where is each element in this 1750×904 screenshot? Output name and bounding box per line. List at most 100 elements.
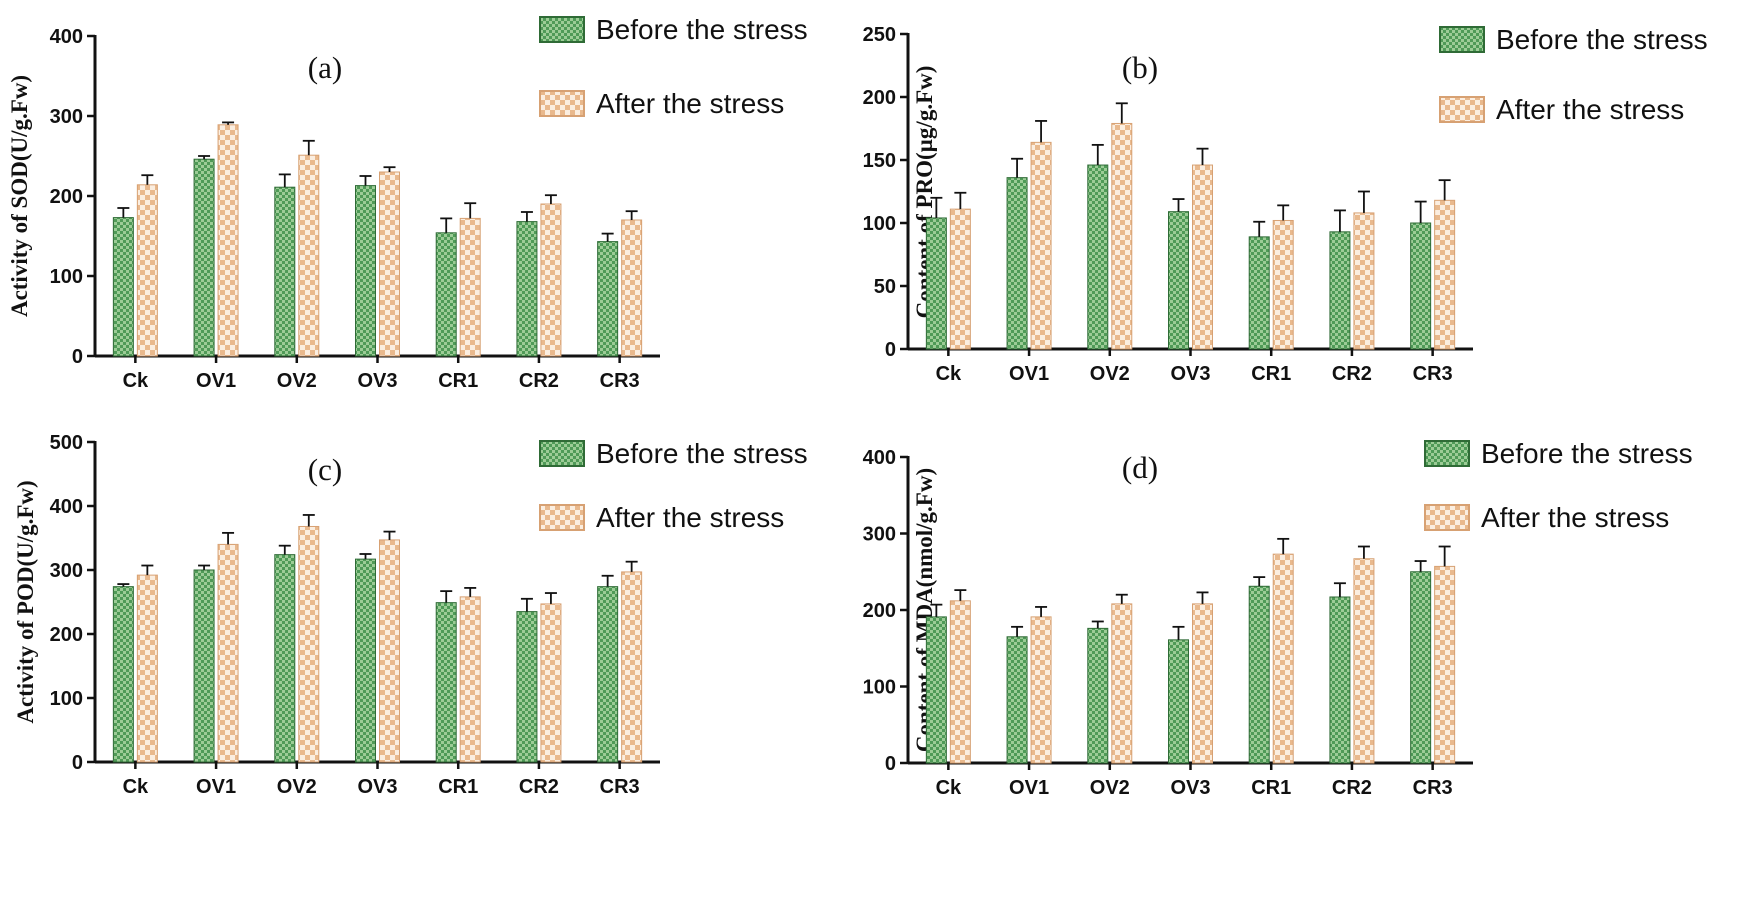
- x-tick-label: Ck: [123, 370, 149, 392]
- x-tick-label: OV1: [1009, 777, 1049, 799]
- bar-before-ov1: [193, 158, 215, 357]
- x-tick-label: CR3: [600, 776, 640, 798]
- y-tick-label: 200: [50, 624, 83, 646]
- y-tick-label: 200: [50, 186, 83, 208]
- bar-after-ov1: [217, 124, 239, 357]
- y-tick-label: 50: [874, 276, 896, 298]
- bar-after-ov1: [1030, 616, 1052, 764]
- bar-before-cr3: [1410, 222, 1432, 350]
- legend: Before the stress After the stress: [539, 438, 808, 533]
- bar-before-cr2: [1329, 231, 1351, 350]
- chart-panel-2: Activity of POD(U/g.Fw) (c) 0 100 200 300 400 5…: [13, 432, 808, 798]
- bar-before-ov2: [274, 186, 296, 357]
- x-tick-label: Ck: [936, 777, 962, 799]
- x-tick-label: OV1: [196, 370, 236, 392]
- x-tick-label: CR1: [438, 370, 478, 392]
- legend-swatch-after: [1424, 504, 1470, 531]
- y-axis-title: Activity of SOD(U/g.Fw): [7, 75, 32, 317]
- x-tick-label: OV3: [357, 776, 397, 798]
- bar-before-cr3: [1410, 571, 1432, 764]
- bar-after-cr3: [621, 219, 643, 357]
- bar-after-cr2: [540, 603, 562, 763]
- bar-before-ov1: [1006, 177, 1028, 350]
- bar-before-cr1: [435, 232, 457, 357]
- bar-before-ov1: [193, 569, 215, 763]
- x-tick-label: OV3: [1170, 777, 1210, 799]
- y-tick-label: 0: [72, 752, 83, 774]
- x-tick-label: Ck: [936, 363, 962, 385]
- bar-before-cr1: [1248, 236, 1270, 350]
- y-tick-label: 300: [863, 524, 896, 546]
- y-tick-label: 100: [863, 213, 896, 235]
- legend-label-before: Before the stress: [1496, 24, 1708, 55]
- legend-swatch-after: [539, 504, 585, 531]
- y-tick-label: 300: [50, 106, 83, 128]
- panel-label: (d): [1122, 450, 1158, 485]
- y-tick-label: 200: [863, 87, 896, 109]
- bar-before-ov3: [355, 558, 376, 763]
- bar-after-cr3: [621, 571, 643, 763]
- x-tick-label: Ck: [123, 776, 149, 798]
- y-tick-label: 100: [50, 688, 83, 710]
- legend-label-before: Before the stress: [596, 438, 808, 469]
- y-tick-label: 250: [863, 24, 896, 46]
- bar-before-cr2: [1329, 596, 1351, 764]
- bar-after-ov2: [298, 525, 320, 763]
- chart-panel-0: Activity of SOD(U/g.Fw) (a) 0 100 200 300 400 C…: [7, 14, 808, 392]
- y-tick-label: 300: [50, 560, 83, 582]
- y-axis-title: Activity of POD(U/g.Fw): [13, 480, 38, 723]
- bar-after-ck: [949, 600, 971, 764]
- x-tick-label: OV2: [277, 776, 317, 798]
- bar-after-cr1: [1272, 553, 1294, 764]
- bar-after-cr3: [1434, 565, 1456, 764]
- x-tick-label: CR3: [1413, 363, 1453, 385]
- x-tick-label: OV1: [196, 776, 236, 798]
- y-tick-label: 100: [50, 266, 83, 288]
- bar-after-ck: [136, 574, 158, 763]
- y-tick-label: 400: [50, 496, 83, 518]
- bar-after-ov3: [1192, 603, 1213, 764]
- charts: Activity of SOD(U/g.Fw) (a) 0 100 200 300 400 C…: [7, 14, 1708, 799]
- bar-after-ov1: [217, 543, 239, 763]
- bar-before-cr2: [516, 611, 538, 763]
- x-tick-label: CR2: [519, 370, 559, 392]
- legend-label-before: Before the stress: [596, 14, 808, 45]
- legend-swatch-before: [1439, 26, 1485, 53]
- bar-before-ov2: [1087, 627, 1109, 764]
- x-tick-label: CR1: [1251, 777, 1291, 799]
- legend-swatch-before: [1424, 440, 1470, 467]
- x-tick-label: CR2: [519, 776, 559, 798]
- y-tick-label: 100: [863, 677, 896, 699]
- bar-after-ov3: [379, 539, 400, 763]
- bar-before-cr3: [597, 586, 619, 763]
- x-tick-label: CR2: [1332, 777, 1372, 799]
- panel-label: (b): [1122, 50, 1158, 85]
- legend-label-before: Before the stress: [1481, 438, 1693, 469]
- panel-label: (c): [308, 452, 342, 487]
- legend: Before the stress After the stress: [1424, 438, 1693, 533]
- legend: Before the stress After the stress: [1439, 24, 1708, 125]
- legend: Before the stress After the stress: [539, 14, 808, 119]
- y-tick-label: 150: [863, 150, 896, 172]
- x-tick-label: CR3: [600, 370, 640, 392]
- x-tick-label: OV2: [1090, 363, 1130, 385]
- bar-before-ov2: [274, 554, 296, 763]
- bar-after-ov2: [298, 154, 320, 357]
- bar-after-ov1: [1030, 141, 1052, 350]
- bar-before-cr2: [516, 221, 538, 357]
- bar-before-ck: [925, 616, 947, 764]
- x-tick-label: CR3: [1413, 777, 1453, 799]
- y-tick-label: 500: [50, 432, 83, 454]
- bar-before-cr1: [1248, 585, 1270, 764]
- x-tick-label: OV1: [1009, 363, 1049, 385]
- bar-after-cr1: [459, 217, 481, 357]
- x-tick-label: CR1: [1251, 363, 1291, 385]
- bar-before-ov2: [1087, 164, 1109, 350]
- legend-swatch-before: [539, 16, 585, 43]
- chart-panel-1: Content of PRO(µg/g.Fw) (b)05010015020025…: [863, 24, 1708, 385]
- bar-after-cr2: [540, 203, 562, 357]
- chart-panel-3: Content of MDA(nmol/g.Fw)(d)010020030040…: [863, 438, 1693, 799]
- bar-after-cr1: [1272, 219, 1294, 350]
- legend-label-after: After the stress: [596, 88, 784, 119]
